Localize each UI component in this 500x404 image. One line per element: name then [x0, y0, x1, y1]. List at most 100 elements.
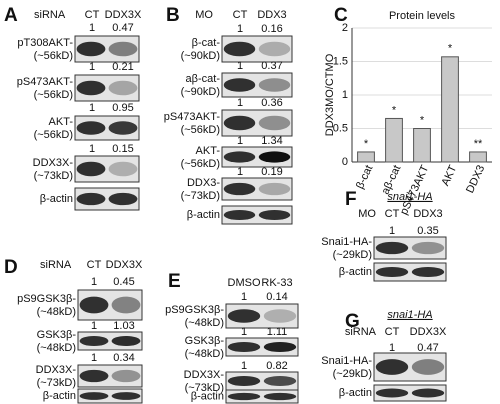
blot-band [76, 41, 106, 57]
quant-value: 0.14 [266, 291, 287, 303]
quant-value: 0.34 [113, 352, 134, 364]
column-label: DDX3X [105, 9, 142, 21]
quant-value: 1 [237, 60, 243, 72]
bar [441, 56, 459, 163]
quant-value: 1 [237, 135, 243, 147]
column-label: DDX3X [410, 326, 447, 338]
quant-value: 0.35 [417, 225, 438, 237]
panel-label: C [334, 5, 348, 26]
y-tick-label: 2 [342, 22, 348, 34]
mw-label: (~48kD) [185, 348, 224, 360]
protein-label: pS9GSK3β- [17, 293, 76, 305]
column-label: CT [85, 9, 100, 21]
significance-mark: * [448, 43, 453, 55]
blot-band [375, 388, 409, 398]
blot-band [258, 41, 291, 57]
column-label: CT [233, 9, 248, 21]
quant-value: 0.82 [266, 360, 287, 372]
blot-band [375, 266, 409, 278]
protein-label: Snai1-HA- [321, 236, 372, 248]
blot-band [76, 121, 106, 135]
significance-mark: ** [474, 138, 483, 150]
blot-band [76, 80, 106, 96]
y-tick-label: 0.5 [333, 122, 348, 134]
quant-value: 1 [241, 291, 247, 303]
blot-band [263, 341, 297, 353]
quant-value: 0.21 [112, 61, 133, 73]
quant-value: 1 [237, 23, 243, 35]
condition-label: MO [195, 9, 213, 21]
quant-value: 0.19 [261, 166, 282, 178]
blot-band [258, 115, 291, 131]
protein-label: pS9GSK3β- [165, 304, 224, 316]
protein-label: pS473AKT- [17, 76, 74, 88]
quant-value: 1 [89, 22, 95, 34]
blot-band [79, 296, 109, 314]
blot-band [111, 369, 141, 383]
quant-value: 1 [91, 320, 97, 332]
mw-label: (~73kD) [185, 382, 224, 394]
blot-band [79, 369, 109, 383]
panel-label: E [168, 271, 181, 292]
quant-value: 1 [89, 102, 95, 114]
blot-band [375, 241, 409, 255]
column-label: DDX3X [106, 259, 143, 271]
panel-label: B [166, 5, 180, 26]
protein-label: GSK3β- [185, 335, 225, 347]
protein-label: β-actin [191, 390, 224, 402]
quant-value: 1 [241, 360, 247, 372]
condition-label: siRNA [40, 259, 72, 271]
mw-label: (~48kD) [185, 317, 224, 329]
protein-label: β-actin [187, 209, 220, 221]
protein-label: β-actin [339, 387, 372, 399]
quant-value: 1 [389, 342, 395, 354]
bar [385, 117, 403, 163]
protein-label: β-cat- [192, 37, 221, 49]
blot-band [258, 151, 291, 163]
quant-value: 0.36 [261, 97, 282, 109]
blot-band [223, 115, 256, 131]
column-label: RK-33 [261, 277, 292, 289]
mw-label: (~73kD) [34, 170, 73, 182]
y-tick-label: 1.5 [333, 55, 348, 67]
blot-band [258, 209, 291, 221]
significance-mark: * [420, 114, 425, 126]
mw-label: (~56kD) [34, 129, 73, 141]
protein-label: DDX3- [187, 177, 220, 189]
blot-band [223, 41, 256, 57]
quant-value: 1 [91, 352, 97, 364]
blot-band [375, 359, 409, 375]
quant-value: 1 [91, 276, 97, 288]
protein-label: β-actin [40, 193, 73, 205]
quant-value: 1.11 [267, 326, 288, 338]
chart-title: Protein levels [389, 10, 456, 22]
significance-mark: * [392, 104, 397, 116]
protein-label: β-actin [43, 390, 76, 402]
blot-band [79, 392, 109, 400]
blot-band [108, 80, 138, 96]
mw-label: (~48kD) [37, 306, 76, 318]
blot-band [108, 121, 138, 135]
panel-label: G [345, 311, 360, 332]
protein-label: Snai1-HA- [321, 355, 372, 367]
construct-label: snai1-HA [387, 309, 432, 321]
mw-label: (~56kD) [181, 124, 220, 136]
quant-value: 1 [237, 166, 243, 178]
blot-band [411, 266, 445, 278]
blot-band [263, 392, 297, 401]
quant-value: 1 [89, 61, 95, 73]
blot-band [258, 78, 291, 92]
quant-value: 0.15 [112, 143, 133, 155]
protein-label: AKT- [49, 116, 74, 128]
mw-label: (~56kD) [181, 158, 220, 170]
blot-band [411, 359, 445, 375]
quant-value: 0.45 [113, 276, 134, 288]
protein-label: GSK3β- [37, 329, 77, 341]
quant-value: 1.03 [113, 320, 134, 332]
protein-label: pS473AKT- [164, 111, 221, 123]
blot-band [111, 335, 141, 347]
blot-band [223, 209, 256, 221]
bar [357, 151, 375, 163]
column-label: CT [385, 208, 400, 220]
